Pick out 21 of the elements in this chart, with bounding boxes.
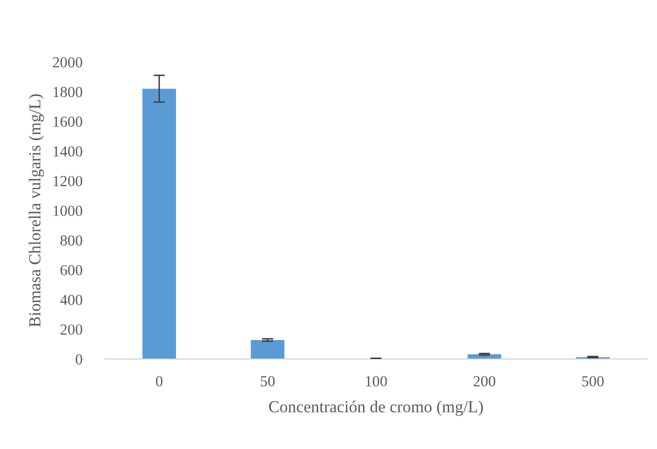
y-tick-label: 0	[76, 354, 82, 364]
y-tick-label: 600	[60, 265, 82, 276]
y-tick-label: 1800	[54, 86, 82, 98]
x-axis-title: Concentración de cromo (mg/L)	[269, 400, 483, 416]
y-tick-label: 1200	[54, 176, 82, 186]
x-tick-label: 200	[474, 376, 496, 386]
y-tick-label: 2000	[52, 57, 82, 68]
bar	[468, 354, 502, 359]
y-axis-title: Biomasa Chlorella vulgaris (mg/L)	[28, 94, 44, 327]
bar	[250, 340, 284, 359]
bar	[142, 88, 176, 359]
x-tick-label: 50	[260, 376, 275, 386]
y-tick-label: 1600	[54, 116, 82, 127]
y-tick-label: 800	[60, 235, 82, 246]
x-tick-label: 0	[156, 376, 162, 386]
x-tick-label: 500	[582, 376, 604, 386]
y-tick-label: 1000	[54, 206, 82, 216]
y-tick-label: 1400	[54, 146, 82, 157]
y-tick-label: 200	[60, 324, 82, 335]
x-tick-label: 100	[366, 376, 387, 386]
y-tick-label: 400	[60, 294, 82, 306]
